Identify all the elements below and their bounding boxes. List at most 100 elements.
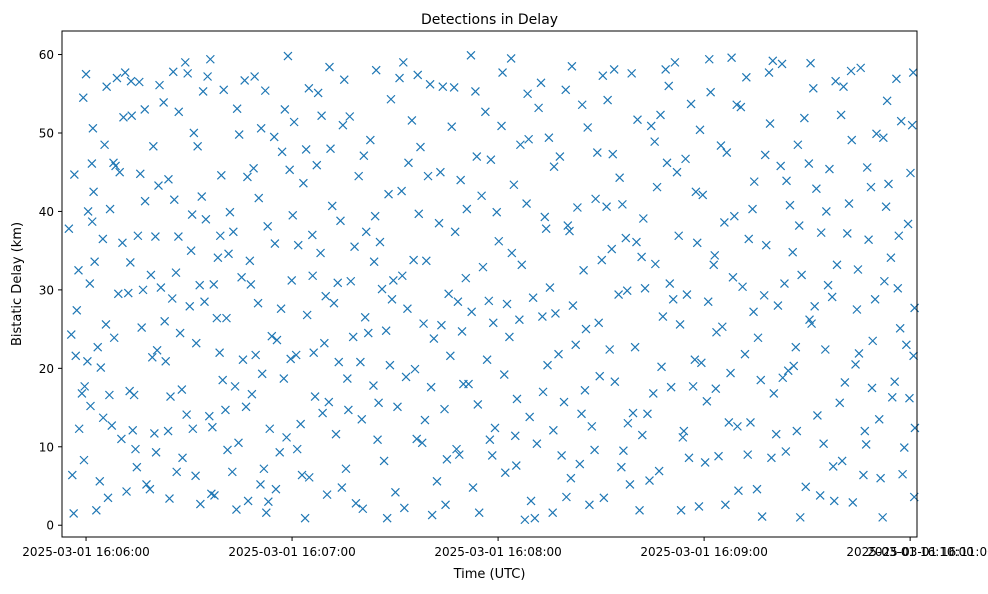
plot-area xyxy=(62,31,917,537)
data-point xyxy=(756,375,766,385)
data-point xyxy=(571,340,581,350)
data-point xyxy=(393,402,402,412)
data-point xyxy=(377,284,387,294)
data-point xyxy=(498,68,507,78)
data-point xyxy=(156,283,166,292)
data-point xyxy=(799,113,809,123)
data-point xyxy=(288,210,298,220)
data-point xyxy=(81,69,91,79)
data-point xyxy=(154,181,163,190)
data-point xyxy=(403,304,412,314)
data-point xyxy=(251,350,261,360)
data-point xyxy=(894,231,904,241)
data-point xyxy=(599,493,609,503)
data-point xyxy=(532,439,542,449)
data-point xyxy=(602,202,612,212)
data-point xyxy=(726,368,735,378)
data-point xyxy=(77,389,87,398)
data-point xyxy=(89,187,99,197)
data-point xyxy=(497,121,506,131)
data-point xyxy=(621,233,631,243)
x-axis: 2025-03-01 16:06:00 2025-03-01 16:07:00 20… xyxy=(22,537,988,559)
data-point xyxy=(237,272,247,282)
data-point xyxy=(781,447,791,456)
data-point xyxy=(637,252,647,262)
data-point xyxy=(690,355,700,365)
data-point xyxy=(146,270,156,280)
data-point xyxy=(333,278,343,288)
data-point xyxy=(256,480,265,489)
data-point xyxy=(679,426,689,436)
data-point xyxy=(499,370,509,380)
data-point xyxy=(724,418,734,427)
data-point xyxy=(185,301,195,311)
data-point xyxy=(534,103,544,113)
data-point xyxy=(700,458,710,467)
data-point xyxy=(404,158,413,168)
data-point xyxy=(416,142,425,152)
data-point xyxy=(760,150,770,160)
data-point xyxy=(297,470,307,480)
data-point xyxy=(782,176,791,186)
data-point xyxy=(375,237,385,247)
data-point xyxy=(90,257,100,267)
data-point xyxy=(412,434,422,444)
data-point xyxy=(618,446,628,456)
data-point xyxy=(572,203,582,212)
data-point xyxy=(209,279,219,289)
data-point xyxy=(142,480,151,489)
data-point xyxy=(520,515,530,525)
data-point xyxy=(610,377,620,387)
data-point xyxy=(907,120,917,130)
data-point xyxy=(615,173,625,183)
data-point xyxy=(128,425,138,435)
data-point xyxy=(523,89,533,99)
data-point xyxy=(387,294,397,304)
data-point xyxy=(530,513,540,523)
data-point xyxy=(628,408,638,418)
data-point xyxy=(338,120,348,130)
data-point xyxy=(565,226,574,236)
data-point xyxy=(259,464,269,474)
data-point xyxy=(579,265,589,275)
data-point xyxy=(147,352,157,362)
data-point xyxy=(269,132,279,142)
data-point xyxy=(334,357,344,367)
data-point xyxy=(371,65,381,75)
data-point xyxy=(548,508,558,518)
data-point xyxy=(554,349,563,359)
data-point xyxy=(245,256,255,266)
data-point xyxy=(221,405,230,415)
data-point xyxy=(840,378,850,387)
data-point xyxy=(512,394,522,404)
data-point xyxy=(828,461,838,471)
data-point xyxy=(414,209,424,219)
data-point xyxy=(191,471,200,481)
data-point xyxy=(292,444,302,454)
data-point xyxy=(797,270,807,280)
data-point xyxy=(442,454,452,464)
data-point xyxy=(410,364,420,374)
data-point xyxy=(64,224,74,234)
data-point xyxy=(656,110,665,120)
data-point xyxy=(777,59,787,69)
data-point xyxy=(590,445,599,455)
data-point xyxy=(213,253,223,263)
data-point xyxy=(104,390,114,400)
data-point xyxy=(549,162,559,172)
data-point xyxy=(662,158,672,168)
data-point xyxy=(854,349,864,358)
data-point xyxy=(72,305,82,315)
data-point xyxy=(675,319,685,329)
data-point xyxy=(95,476,105,486)
data-point xyxy=(714,451,723,461)
data-point xyxy=(879,276,889,286)
data-point xyxy=(836,110,846,120)
data-point xyxy=(351,498,361,508)
data-point xyxy=(704,54,714,64)
data-point xyxy=(103,493,113,503)
data-point xyxy=(607,244,617,254)
data-point xyxy=(123,288,133,298)
data-point xyxy=(432,476,442,486)
data-point xyxy=(592,148,602,158)
